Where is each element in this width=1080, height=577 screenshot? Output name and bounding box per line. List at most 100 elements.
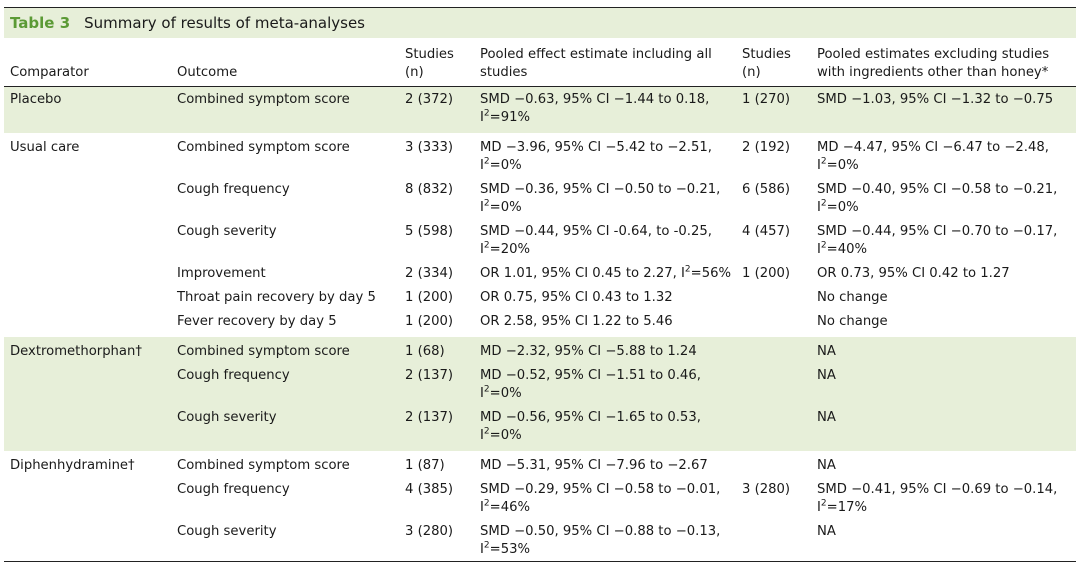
outcome-label: Cough severity xyxy=(177,524,277,539)
comparator-label: Dextromethorphan† xyxy=(10,344,142,359)
header-outcome: Outcome xyxy=(177,65,238,80)
cell-comparator xyxy=(4,261,171,285)
studies-count: 1 (87) xyxy=(405,458,445,473)
outcome-label: Fever recovery by day 5 xyxy=(177,314,337,329)
i2-number: 0% xyxy=(837,158,859,173)
cell-pooled-all: MD −2.32, 95% CI −5.88 to 1.24 xyxy=(474,337,736,363)
table-row: Placebo Combined symptom score 2 (372) SMD … xyxy=(4,86,1076,133)
pooled-estimate: SMD −0.36, 95% CI −0.50 to −0.21, xyxy=(480,182,721,197)
studies-count: 8 (832) xyxy=(405,182,454,197)
cell-comparator: Dextromethorphan† xyxy=(4,337,171,363)
cell-comparator xyxy=(4,219,171,261)
results-table: Comparator Outcome Studies (n) Pooled ef… xyxy=(4,38,1076,562)
i2-number: 46% xyxy=(500,500,530,515)
header-pooled-excl: Pooled estimates excluding studies with … xyxy=(817,47,1050,80)
pooled-estimate-excl: No change xyxy=(817,290,888,305)
outcome-label: Combined symptom score xyxy=(177,140,350,155)
i2-value: I2=46% xyxy=(480,498,530,515)
pooled-estimate-excl: SMD −1.03, 95% CI −1.32 to −0.75 xyxy=(817,92,1054,107)
cell-studies: 1 (68) xyxy=(399,337,474,363)
comparator-label: Usual care xyxy=(10,140,80,155)
cell-comparator xyxy=(4,309,171,337)
cell-outcome: Cough frequency xyxy=(171,477,399,519)
outcome-label: Cough frequency xyxy=(177,182,290,197)
studies-count: 3 (333) xyxy=(405,140,454,155)
table-row: Cough frequency 2 (137) MD −0.52, 95% CI −… xyxy=(4,363,1076,405)
studies-count: 2 (334) xyxy=(405,266,454,281)
cell-pooled-all: SMD −0.36, 95% CI −0.50 to −0.21, I2=0% xyxy=(474,177,736,219)
cell-outcome: Combined symptom score xyxy=(171,133,399,177)
table-row: Cough severity 3 (280) SMD −0.50, 95% CI −… xyxy=(4,519,1076,562)
pooled-estimate: MD −5.31, 95% CI −7.96 to −2.67 xyxy=(480,458,708,473)
pooled-estimate-excl: SMD −0.44, 95% CI −0.70 to −0.17, xyxy=(817,224,1058,239)
table-row: Improvement 2 (334) OR 1.01, 95% CI 0.45 t… xyxy=(4,261,1076,285)
studies-count-excl: 2 (192) xyxy=(742,140,791,155)
i2-value: I2=0% xyxy=(817,156,859,173)
pooled-estimate: MD −2.32, 95% CI −5.88 to 1.24 xyxy=(480,344,697,359)
cell-studies: 2 (137) xyxy=(399,363,474,405)
cell-outcome: Cough severity xyxy=(171,405,399,451)
header-studies: Studies (n) xyxy=(405,47,454,80)
i2-number: 40% xyxy=(837,242,867,257)
cell-outcome: Cough severity xyxy=(171,219,399,261)
cell-pooled-excl: NA xyxy=(811,337,1076,363)
i2-value: I2=0% xyxy=(817,198,859,215)
outcome-label: Cough severity xyxy=(177,410,277,425)
table-body: Placebo Combined symptom score 2 (372) SMD … xyxy=(4,86,1076,562)
cell-pooled-all: SMD −0.29, 95% CI −0.58 to −0.01, I2=46% xyxy=(474,477,736,519)
cell-studies: 4 (385) xyxy=(399,477,474,519)
pooled-estimate-excl: SMD −0.41, 95% CI −0.69 to −0.14, xyxy=(817,482,1058,497)
studies-count: 2 (137) xyxy=(405,368,454,383)
table-row: Dextromethorphan† Combined symptom score 1… xyxy=(4,337,1076,363)
i2-value: I2=53% xyxy=(480,540,530,557)
pooled-estimate-excl: MD −4.47, 95% CI −6.47 to −2.48, xyxy=(817,140,1049,155)
cell-comparator: Placebo xyxy=(4,86,171,133)
cell-outcome: Throat pain recovery by day 5 xyxy=(171,285,399,309)
cell-pooled-all: OR 2.58, 95% CI 1.22 to 5.46 xyxy=(474,309,736,337)
cell-studies: 2 (137) xyxy=(399,405,474,451)
table-row: Cough frequency 4 (385) SMD −0.29, 95% CI … xyxy=(4,477,1076,519)
cell-studies: 1 (87) xyxy=(399,451,474,477)
studies-count: 2 (372) xyxy=(405,92,454,107)
studies-count: 2 (137) xyxy=(405,410,454,425)
cell-pooled-excl: SMD −0.41, 95% CI −0.69 to −0.14, I2=17% xyxy=(811,477,1076,519)
i2-value: I2=56% xyxy=(681,264,732,281)
outcome-label: Cough severity xyxy=(177,224,277,239)
cell-comparator: Diphenhydramine† xyxy=(4,451,171,477)
cell-studies: 1 (200) xyxy=(399,309,474,337)
studies-count: 4 (385) xyxy=(405,482,454,497)
cell-pooled-all: OR 1.01, 95% CI 0.45 to 2.27, I2=56% xyxy=(474,261,736,285)
cell-studies: 8 (832) xyxy=(399,177,474,219)
table-row: Cough severity 2 (137) MD −0.56, 95% CI −1… xyxy=(4,405,1076,451)
i2-value: I2=17% xyxy=(817,498,867,515)
cell-comparator xyxy=(4,477,171,519)
table-row: Throat pain recovery by day 5 1 (200) OR 0… xyxy=(4,285,1076,309)
header-studies-excl: Studies (n) xyxy=(742,47,791,80)
i2-number: 53% xyxy=(500,542,530,557)
table-number: Table 3 xyxy=(10,14,71,32)
header-comparator: Comparator xyxy=(10,65,89,80)
cell-pooled-all: OR 0.75, 95% CI 0.43 to 1.32 xyxy=(474,285,736,309)
cell-studies-excl xyxy=(736,519,811,562)
outcome-label: Cough frequency xyxy=(177,368,290,383)
pooled-estimate-excl: OR 0.73, 95% CI 0.42 to 1.27 xyxy=(817,266,1010,281)
pooled-estimate: SMD −0.63, 95% CI −1.44 to 0.18, xyxy=(480,92,710,107)
cell-pooled-excl: NA xyxy=(811,519,1076,562)
pooled-estimate: MD −0.56, 95% CI −1.65 to 0.53, xyxy=(480,410,701,425)
table-row: Cough severity 5 (598) SMD −0.44, 95% CI -… xyxy=(4,219,1076,261)
comparator-label: Placebo xyxy=(10,92,62,107)
cell-comparator xyxy=(4,285,171,309)
outcome-label: Combined symptom score xyxy=(177,92,350,107)
studies-count-excl: 1 (200) xyxy=(742,266,791,281)
pooled-estimate-excl: NA xyxy=(817,524,836,539)
cell-studies-excl: 4 (457) xyxy=(736,219,811,261)
cell-pooled-excl: NA xyxy=(811,405,1076,451)
cell-studies-excl xyxy=(736,285,811,309)
cell-comparator xyxy=(4,519,171,562)
cell-pooled-all: MD −0.56, 95% CI −1.65 to 0.53, I2=0% xyxy=(474,405,736,451)
i2-number: 91% xyxy=(500,110,530,125)
pooled-estimate: OR 0.75, 95% CI 0.43 to 1.32 xyxy=(480,290,673,305)
comparator-label: Diphenhydramine† xyxy=(10,458,135,473)
i2-number: 0% xyxy=(837,200,859,215)
cell-studies-excl xyxy=(736,405,811,451)
